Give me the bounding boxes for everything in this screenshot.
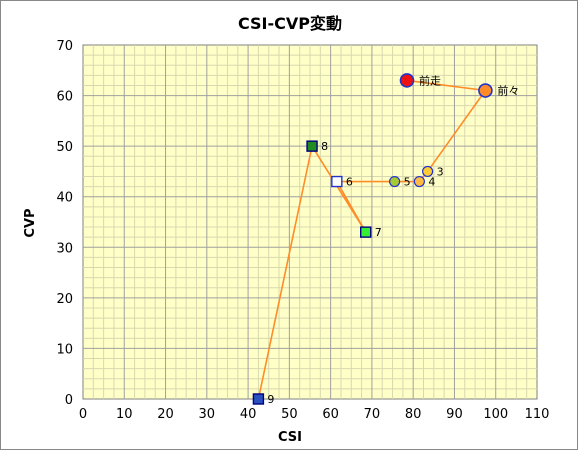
y-tick-label: 10 — [56, 342, 73, 357]
x-tick-label: 30 — [199, 407, 216, 422]
y-tick-label: 50 — [56, 140, 73, 155]
data-point-label: 8 — [321, 140, 328, 153]
x-tick-label: 100 — [483, 407, 508, 422]
x-tick-label: 50 — [281, 407, 298, 422]
y-axis-ticks: 0 10 20 30 40 50 60 70 — [56, 39, 73, 408]
data-point-label: 7 — [375, 226, 382, 239]
x-tick-label: 90 — [446, 407, 463, 422]
y-tick-label: 70 — [56, 39, 73, 54]
data-points: 9 8 7 6 5 43 前々 前走 — [252, 73, 519, 406]
x-tick-label: 80 — [405, 407, 422, 422]
x-tick-label: 110 — [525, 407, 550, 422]
data-point-label: 4 — [428, 176, 435, 189]
x-axis-label: CSI — [278, 430, 302, 445]
y-axis-label: CVP — [23, 208, 38, 237]
data-point-label: 前走 — [419, 73, 441, 87]
data-point-marker — [252, 393, 265, 405]
data-point-marker — [399, 73, 415, 88]
x-axis-ticks: 0 10 20 30 40 50 60 70 80 90 100 110 — [79, 407, 550, 422]
x-tick-label: 40 — [240, 407, 257, 422]
data-point-marker — [389, 175, 401, 188]
data-point-marker — [413, 175, 425, 188]
data-point-label: 前々 — [497, 84, 519, 98]
x-tick-label: 60 — [322, 407, 339, 422]
y-tick-label: 60 — [56, 90, 73, 105]
data-point-label: 6 — [346, 176, 353, 189]
data-point-label: 5 — [404, 176, 411, 189]
data-point-marker — [331, 175, 343, 188]
data-point-marker — [360, 226, 372, 238]
y-tick-label: 30 — [56, 241, 73, 256]
y-tick-label: 0 — [65, 393, 73, 408]
y-tick-label: 40 — [56, 191, 73, 206]
data-point-marker — [478, 83, 493, 98]
chart-title: CSI-CVP変動 — [238, 14, 342, 33]
major-grid — [83, 45, 537, 399]
data-point-label: 9 — [267, 393, 274, 406]
data-point-label: 3 — [437, 165, 444, 178]
data-point-marker — [422, 165, 434, 178]
x-tick-label: 10 — [116, 407, 133, 422]
x-tick-label: 0 — [79, 407, 87, 422]
y-tick-label: 20 — [56, 292, 73, 307]
minor-grid — [83, 45, 537, 399]
data-point-marker — [306, 140, 318, 152]
x-tick-label: 20 — [157, 407, 174, 422]
x-tick-label: 70 — [364, 407, 381, 422]
